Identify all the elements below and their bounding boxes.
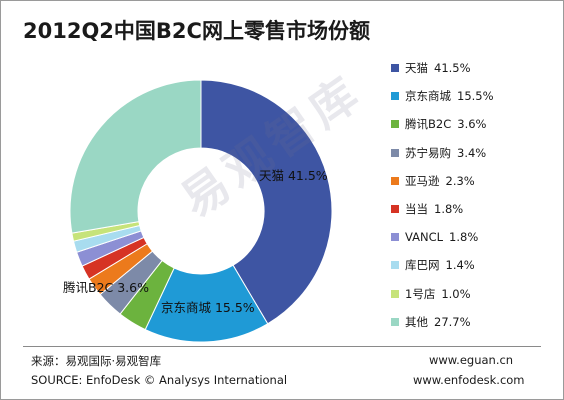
legend-swatch — [391, 289, 399, 298]
legend-swatch — [391, 261, 399, 270]
legend-value: 27.7% — [434, 314, 471, 329]
legend-value: 3.4% — [457, 145, 487, 160]
legend-swatch — [391, 64, 399, 72]
legend-item: 当当 1.8% — [391, 200, 463, 218]
legend-label: 苏宁易购 — [405, 145, 451, 160]
legend-label: 库巴网 — [405, 258, 440, 273]
legend-item: 1号店 1.0% — [391, 285, 471, 303]
legend-label: 其他 — [405, 314, 428, 329]
legend-value: 41.5% — [434, 61, 471, 75]
data-label-1: 京东商城 15.5% — [161, 300, 255, 315]
legend-swatch — [391, 317, 399, 326]
legend-swatch — [391, 148, 399, 157]
data-label-0: 天猫 41.5% — [259, 168, 328, 183]
legend-item: 京东商城 15.5% — [391, 87, 494, 105]
legend-value: 15.5% — [457, 89, 494, 104]
legend-swatch — [391, 120, 399, 129]
legend-item: 亚马逊 2.3% — [391, 172, 475, 190]
legend-label: 当当 — [405, 202, 428, 216]
source-en: SOURCE: EnfoDesk © Analysys Internationa… — [31, 373, 288, 387]
url-enfodesk: www.enfodesk.com — [413, 373, 525, 387]
legend-swatch — [391, 233, 399, 242]
legend-value: 1.8% — [434, 202, 464, 216]
legend-item: 其他 27.7% — [391, 313, 471, 331]
legend-label: 京东商城 — [405, 89, 451, 104]
legend-item: 苏宁易购 3.4% — [391, 144, 486, 162]
legend-swatch — [391, 92, 399, 101]
data-label-2: 腾讯B2C 3.6% — [63, 280, 149, 295]
source-cn: 来源：易观国际·易观智库 — [31, 354, 162, 368]
legend-swatch — [391, 176, 399, 185]
legend-value: 1.0% — [441, 286, 471, 301]
legend-label: 腾讯B2C — [405, 117, 452, 132]
legend-value: 1.8% — [449, 230, 479, 245]
legend-swatch — [391, 205, 399, 213]
legend-value: 2.3% — [445, 173, 475, 188]
legend-item: VANCL 1.8% — [391, 228, 478, 246]
legend-label: 1号店 — [405, 286, 436, 301]
legend-label: 亚马逊 — [405, 173, 440, 188]
footer-divider — [23, 346, 541, 347]
legend-value: 1.4% — [445, 258, 475, 273]
legend-value: 3.6% — [457, 117, 487, 132]
legend-item: 腾讯B2C 3.6% — [391, 115, 486, 133]
url-eguan: www.eguan.cn — [429, 353, 514, 367]
chart-title: 2012Q2中国B2C网上零售市场份额 — [23, 19, 370, 43]
legend-label: VANCL — [405, 230, 444, 245]
legend-item: 库巴网 1.4% — [391, 256, 475, 274]
legend-label: 天猫 — [405, 61, 428, 75]
legend-item: 天猫 41.5% — [391, 59, 471, 77]
slice-9 — [69, 79, 202, 234]
slice-0 — [200, 79, 333, 325]
